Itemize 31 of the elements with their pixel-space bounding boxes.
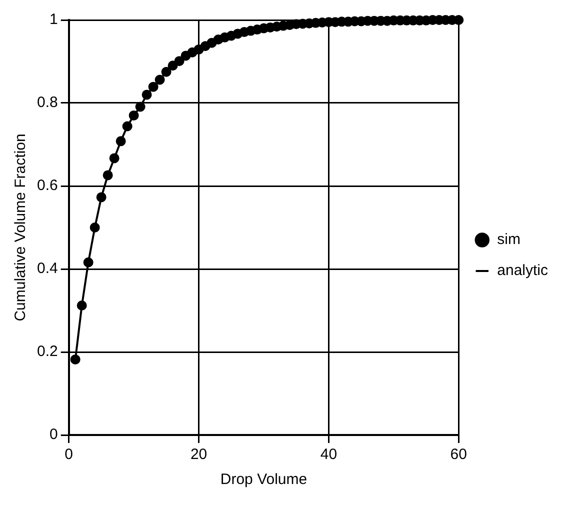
x-tick-label: 40: [320, 446, 338, 464]
point: [128, 110, 139, 120]
point: [148, 82, 158, 92]
y-axis-title: Cumulative Volume Fraction: [12, 134, 30, 322]
x-tick-label: 0: [64, 446, 74, 464]
point: [76, 300, 87, 311]
point: [161, 66, 172, 77]
y-tick-label: 0.6: [36, 177, 58, 194]
y-tick-label: 0.2: [36, 343, 58, 360]
point: [122, 121, 132, 132]
x-tick-label: 60: [450, 446, 467, 464]
legend-label: sim: [497, 231, 520, 248]
point: [142, 90, 152, 100]
point: [90, 222, 100, 232]
x-tick-label: 20: [190, 446, 208, 464]
x-axis-title: Drop Volume: [220, 471, 308, 488]
point: [454, 15, 464, 25]
point: [174, 56, 184, 66]
y-tick-label: 0.8: [36, 94, 58, 112]
point: [70, 354, 80, 364]
point: [102, 170, 113, 180]
point: [135, 102, 146, 112]
point: [109, 153, 120, 164]
y-tick-label: 0.4: [36, 260, 58, 278]
y-tick-label: 1: [50, 11, 58, 28]
point: [96, 192, 106, 202]
y-tick-label: 0: [50, 426, 58, 444]
point: [154, 74, 165, 85]
point: [83, 257, 94, 268]
point: [116, 136, 126, 146]
legend-label: analytic: [497, 262, 548, 280]
